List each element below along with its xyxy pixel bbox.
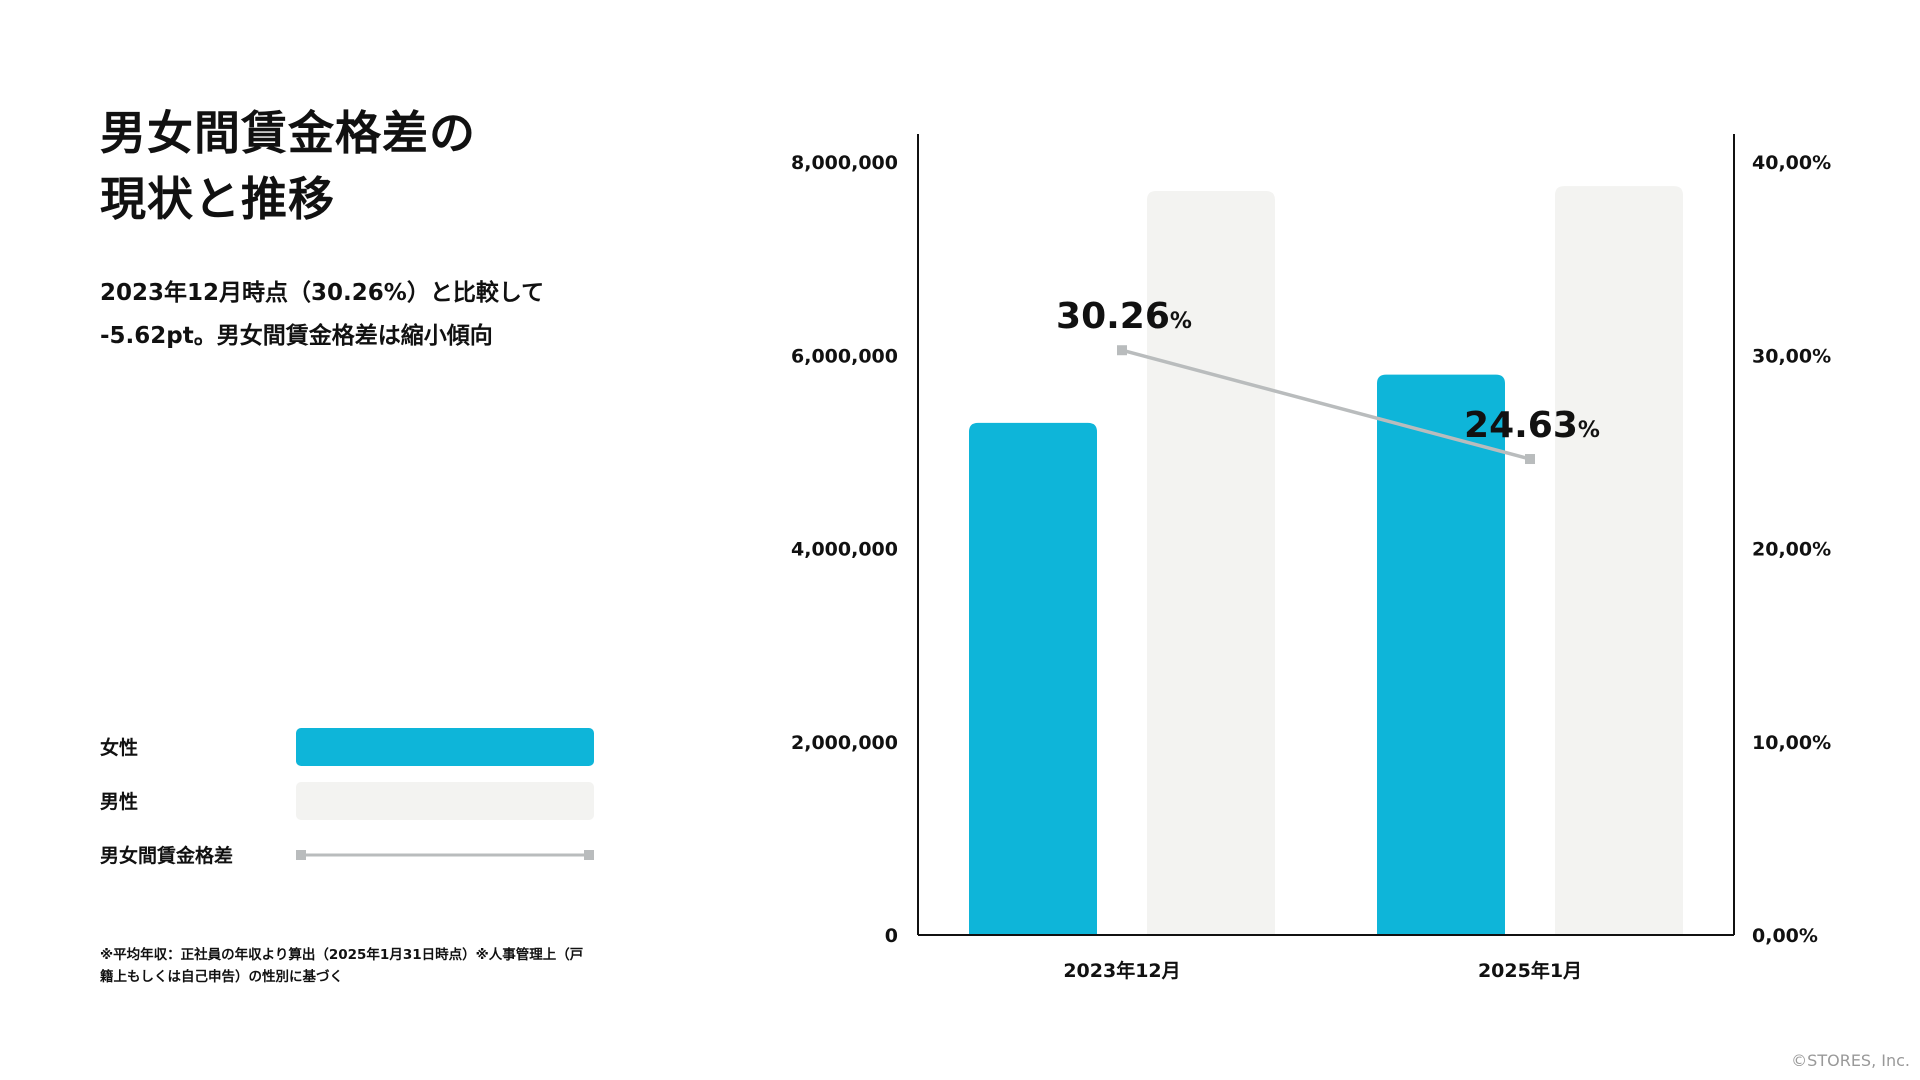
y-left-tick-label: 8,000,000 (791, 152, 898, 174)
chart-legend: 女性 男性 男女間賃金格差 (100, 726, 600, 888)
wage-gap-point (1117, 345, 1127, 356)
footnote: ※平均年収：正社員の年収より算出（2025年1月31日時点）※人事管理上（戸 籍… (100, 944, 610, 988)
y-right-tick-label: 0,00% (1752, 925, 1818, 947)
legend-item-female: 女性 (100, 726, 600, 780)
bar-female-1 (969, 422, 1097, 935)
x-tick-label: 2023年12月 (1063, 959, 1180, 982)
title-line-1: 男女間賃金格差の (100, 106, 476, 160)
legend-label-female: 女性 (100, 737, 139, 759)
legend-item-male: 男性 (100, 780, 600, 834)
y-right-tick-label: 30,00% (1752, 345, 1831, 367)
legend-swatch-female (296, 728, 594, 766)
legend-line-marker (296, 850, 306, 860)
y-left-tick-label: 6,000,000 (791, 345, 898, 367)
copyright: ©STORES, Inc. (1791, 1051, 1910, 1070)
title-line-2: 現状と推移 (100, 172, 335, 226)
footnote-line-1: ※平均年収：正社員の年収より算出（2025年1月31日時点）※人事管理上（戸 (100, 947, 584, 963)
wage-gap-line (1121, 348, 1531, 461)
y-right-tick-label: 20,00% (1752, 539, 1831, 561)
legend-swatch-male (296, 782, 594, 820)
wage-gap-data-label: 24.63% (1464, 405, 1600, 446)
legend-label-male: 男性 (100, 791, 139, 813)
bar-male-1 (1147, 190, 1275, 936)
wage-gap-data-label: 30.26% (1056, 296, 1192, 337)
legend-line-marker (584, 850, 594, 860)
y-right-tick-label: 10,00% (1752, 732, 1831, 754)
summary-line-2: -5.62pt。男女間賃金格差は縮小傾向 (100, 323, 493, 349)
y-left-tick-label: 2,000,000 (791, 732, 898, 754)
y-left-tick-label: 0 (885, 925, 898, 947)
legend-swatch-wage-gap (296, 850, 594, 860)
legend-item-wage-gap: 男女間賃金格差 (100, 834, 600, 888)
summary-line-1: 2023年12月時点（30.26%）と比較して (100, 280, 545, 306)
y-right-tick-label: 40,00% (1752, 152, 1831, 174)
wage-gap-chart: 2023年12月 2025年1月 0 2,000,000 4,000,000 6,000,… (791, 134, 1831, 982)
y-left-tick-label: 4,000,000 (791, 539, 898, 561)
page-title: 男女間賃金格差の 現状と推移 (100, 100, 720, 232)
bar-female-2 (1377, 374, 1505, 935)
wage-gap-point (1525, 454, 1535, 465)
x-tick-label: 2025年1月 (1478, 959, 1582, 982)
footnote-line-2: 籍上もしくは自己申告）の性別に基づく (100, 969, 343, 985)
legend-label-wage-gap: 男女間賃金格差 (100, 845, 234, 867)
bar-male-2 (1555, 186, 1683, 935)
summary-text: 2023年12月時点（30.26%）と比較して -5.62pt。男女間賃金格差は… (100, 272, 740, 358)
